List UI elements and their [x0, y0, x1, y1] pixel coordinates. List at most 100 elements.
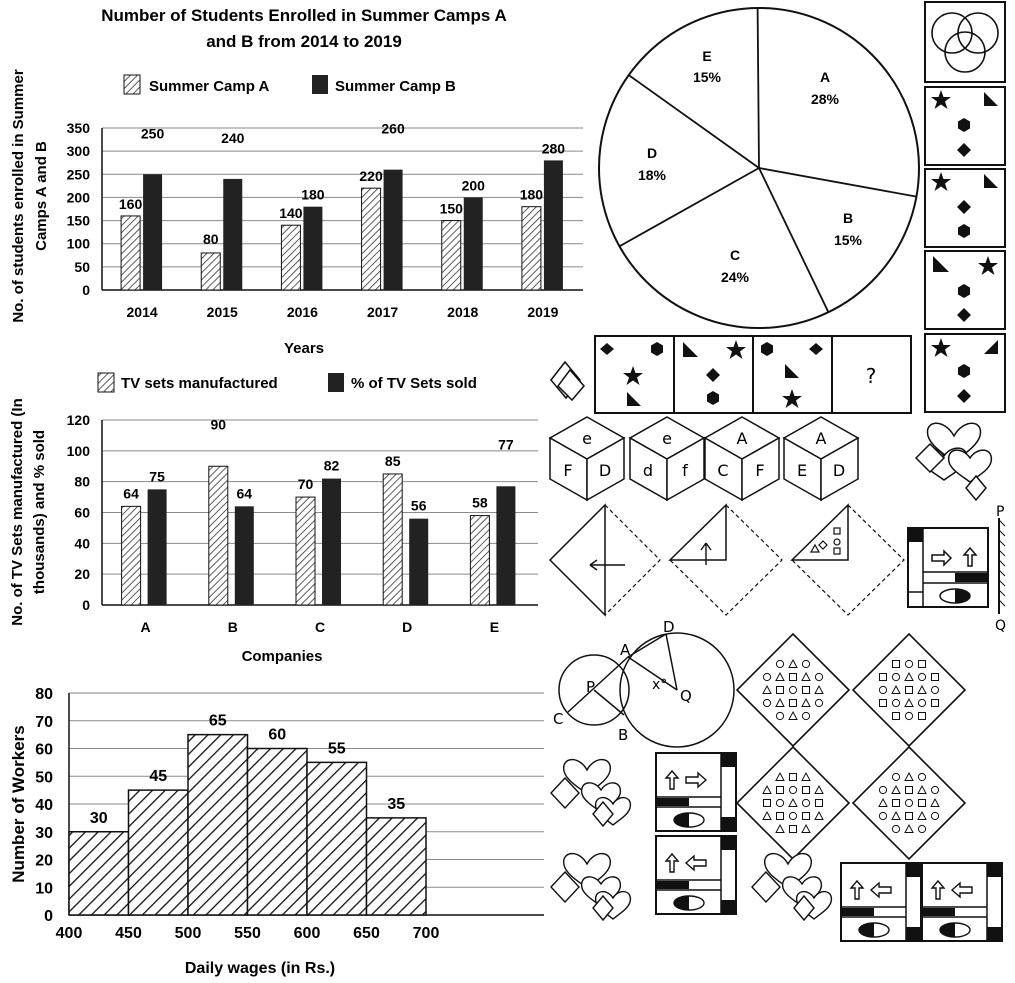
pattern-diamond-figure	[851, 745, 967, 861]
y-tick-label: 40	[35, 797, 53, 814]
cube-top-face: A	[816, 429, 827, 448]
camp-legend-swatch-b	[312, 75, 328, 94]
cube-figures: eF Ded fAC FAE D	[548, 416, 860, 502]
camp-chart-title-line1: Number of Students Enrolled in Summer Ca…	[101, 6, 507, 25]
pattern-diamond-figure	[851, 632, 967, 748]
label-d: D	[663, 618, 675, 636]
x-tick-label: 650	[353, 925, 380, 942]
histogram-bar	[68, 831, 130, 916]
bar-value-label: 77	[498, 436, 514, 452]
bar-series-b	[383, 169, 403, 290]
panel-figure	[840, 862, 922, 942]
arrow-up-icon	[849, 879, 865, 900]
histogram-value-label: 55	[328, 740, 346, 757]
y-tick-label: 0	[82, 282, 90, 298]
pie-slice-edge	[758, 167, 830, 313]
y-tick-label: 30	[35, 825, 53, 842]
x-tick-label: 700	[413, 925, 440, 942]
bar-value-label: 260	[381, 121, 405, 137]
diamond-icon	[957, 143, 971, 157]
bar-series-b	[463, 197, 483, 290]
histogram-value-label: 65	[209, 713, 227, 730]
hearts-figure-1	[914, 422, 993, 502]
x-tick-label: D	[402, 619, 412, 635]
bar-series-a	[441, 220, 462, 291]
label-c: C	[553, 710, 563, 728]
pie-slice-label: A	[820, 69, 830, 85]
bar-value-label: 140	[279, 205, 303, 221]
y-tick-label: 250	[67, 166, 91, 182]
x-tick-label: 550	[234, 925, 261, 942]
option-figure-3[interactable]	[924, 250, 1006, 330]
bar-value-label: 90	[211, 416, 227, 432]
star-icon	[623, 366, 643, 385]
triangle-icon	[627, 392, 641, 406]
wages-x-axis-label: Daily wages (in Rs.)	[185, 960, 335, 977]
bar-value-label: 58	[472, 495, 488, 511]
arrow-up-icon	[962, 546, 978, 567]
bottom-small-figures	[550, 752, 1003, 942]
triangle-icon	[984, 340, 998, 354]
cube-top-face: e	[662, 429, 672, 448]
venn-figure	[924, 1, 1006, 83]
option-figure-2[interactable]	[924, 168, 1006, 248]
cube-left-face: d	[643, 461, 653, 480]
y-tick-label: 150	[67, 213, 91, 229]
mirror-label-q: Q	[995, 618, 1006, 634]
hearts-figure	[751, 852, 833, 922]
arrow-left-icon	[684, 854, 707, 872]
cube-figure: ed f	[628, 416, 706, 502]
cube-right-face: D	[833, 461, 845, 480]
tv-legend-swatch-b	[328, 373, 344, 392]
star-icon	[782, 389, 802, 408]
cube-figure: AC F	[703, 416, 781, 502]
histogram-bar	[246, 747, 308, 916]
pie-slice-percent: 15%	[834, 232, 863, 248]
camp-x-axis-label: Years	[284, 340, 324, 357]
pie-slice-label: B	[843, 210, 853, 226]
hexagon-icon	[707, 391, 719, 405]
y-tick-label: 60	[74, 505, 90, 521]
option-figure-1[interactable]	[924, 86, 1006, 166]
bar-series-a	[120, 215, 141, 291]
x-tick-label: 2016	[287, 304, 318, 320]
x-tick-label: 2018	[447, 304, 478, 320]
histogram-value-label: 30	[90, 810, 108, 827]
pie-slice-edge	[756, 7, 760, 169]
option-figure-4[interactable]	[924, 333, 1006, 413]
x-tick-label: 2015	[207, 304, 238, 320]
y-tick-label: 60	[35, 742, 53, 759]
cube-top-face: e	[582, 429, 592, 448]
histogram-value-label: 35	[387, 796, 405, 813]
camp-chart-title-line2: and B from 2014 to 2019	[206, 32, 402, 51]
x-tick-label: E	[490, 619, 499, 635]
arrow-right-icon	[685, 771, 708, 789]
star-icon	[978, 256, 998, 275]
y-tick-label: 50	[74, 259, 90, 275]
bar-value-label: 180	[301, 187, 325, 203]
pattern-diamond-figure	[735, 632, 851, 748]
arrow-left-icon	[950, 881, 973, 899]
label-angle: x°	[652, 677, 667, 693]
panel-figure	[921, 862, 1003, 942]
star-icon	[726, 340, 746, 359]
wages-histogram: 0 10 20 30 40 50 60 70 80 30 45 65 60 55 35 400 450 500 55…	[9, 686, 544, 977]
tv-legend-swatch-a	[97, 372, 115, 393]
bar-value-label: 56	[411, 498, 427, 514]
mirror-label-p: P	[996, 504, 1004, 520]
bar-series-b	[303, 206, 323, 290]
pattern-diamonds	[735, 632, 967, 861]
bar-series-b	[409, 518, 429, 605]
bar-value-label: 80	[203, 231, 219, 247]
cube-right-face: f	[682, 461, 688, 480]
cube-left-face: C	[717, 461, 728, 480]
x-tick-label: C	[315, 619, 325, 635]
bar-value-label: 82	[324, 458, 340, 474]
tv-y-axis-label-line1: No. of TV Sets manufactured (In	[9, 398, 26, 626]
label-q: Q	[680, 687, 692, 705]
diamond-icon	[809, 343, 823, 355]
diamond-icon	[957, 308, 971, 322]
panel-figure	[655, 835, 737, 915]
tv-legend-label-b: % of TV Sets sold	[351, 375, 477, 392]
hearts-figure	[550, 852, 632, 922]
